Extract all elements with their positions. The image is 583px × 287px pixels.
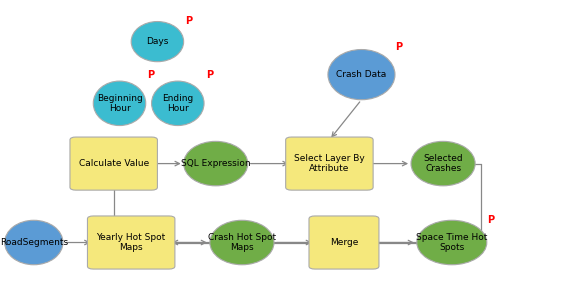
Text: P: P xyxy=(395,42,402,52)
Text: P: P xyxy=(487,215,494,225)
Text: P: P xyxy=(206,70,213,80)
Text: Select Layer By
Attribute: Select Layer By Attribute xyxy=(294,154,365,173)
Ellipse shape xyxy=(5,220,63,265)
Text: Space Time Hot
Spots: Space Time Hot Spots xyxy=(416,233,487,252)
Text: P: P xyxy=(147,70,154,80)
Ellipse shape xyxy=(417,220,487,265)
Ellipse shape xyxy=(411,141,475,186)
Text: Calculate Value: Calculate Value xyxy=(79,159,149,168)
Text: RoadSegments: RoadSegments xyxy=(0,238,68,247)
Text: Crash Data: Crash Data xyxy=(336,70,387,79)
Ellipse shape xyxy=(184,141,248,186)
Text: SQL Expression: SQL Expression xyxy=(181,159,251,168)
Text: Crash Hot Spot
Maps: Crash Hot Spot Maps xyxy=(208,233,276,252)
Text: Beginning
Hour: Beginning Hour xyxy=(97,94,142,113)
Text: Days: Days xyxy=(146,37,168,46)
Ellipse shape xyxy=(131,22,184,62)
Text: Ending
Hour: Ending Hour xyxy=(162,94,194,113)
Text: Selected
Crashes: Selected Crashes xyxy=(423,154,463,173)
FancyBboxPatch shape xyxy=(70,137,157,190)
Text: P: P xyxy=(185,16,192,26)
Ellipse shape xyxy=(93,81,146,126)
Text: Yearly Hot Spot
Maps: Yearly Hot Spot Maps xyxy=(97,233,166,252)
Text: Merge: Merge xyxy=(330,238,358,247)
FancyBboxPatch shape xyxy=(309,216,379,269)
Ellipse shape xyxy=(210,220,274,265)
FancyBboxPatch shape xyxy=(87,216,175,269)
Ellipse shape xyxy=(328,49,395,100)
Ellipse shape xyxy=(152,81,204,126)
FancyBboxPatch shape xyxy=(286,137,373,190)
